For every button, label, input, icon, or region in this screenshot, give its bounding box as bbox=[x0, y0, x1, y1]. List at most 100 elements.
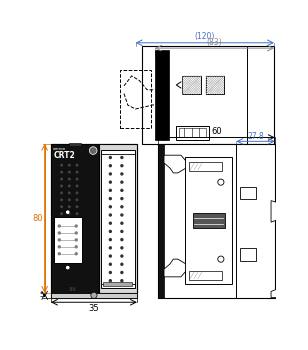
Bar bbox=[158, 144, 275, 298]
Circle shape bbox=[109, 239, 111, 241]
Polygon shape bbox=[271, 288, 279, 298]
Circle shape bbox=[121, 280, 123, 282]
Circle shape bbox=[76, 213, 78, 215]
Circle shape bbox=[65, 210, 70, 215]
Bar bbox=[120, 70, 151, 128]
Circle shape bbox=[69, 199, 70, 201]
Circle shape bbox=[109, 247, 111, 249]
Bar bbox=[240, 187, 256, 199]
Circle shape bbox=[76, 172, 78, 173]
Text: IN: IN bbox=[68, 287, 76, 293]
Circle shape bbox=[109, 214, 111, 216]
Circle shape bbox=[61, 172, 63, 173]
Circle shape bbox=[121, 189, 123, 191]
Circle shape bbox=[61, 185, 63, 187]
Bar bbox=[188, 271, 222, 280]
Text: (120): (120) bbox=[195, 32, 215, 41]
Text: 27.8: 27.8 bbox=[247, 132, 264, 141]
Bar bbox=[240, 248, 256, 261]
Circle shape bbox=[109, 280, 111, 282]
Bar bbox=[54, 217, 82, 263]
Circle shape bbox=[76, 220, 78, 222]
Text: omron: omron bbox=[53, 147, 67, 151]
Circle shape bbox=[109, 181, 111, 183]
Circle shape bbox=[61, 206, 63, 208]
Bar bbox=[155, 50, 169, 140]
Circle shape bbox=[121, 181, 123, 183]
Circle shape bbox=[69, 164, 70, 166]
Circle shape bbox=[89, 147, 97, 154]
Circle shape bbox=[218, 256, 224, 262]
Circle shape bbox=[121, 263, 123, 265]
Circle shape bbox=[61, 213, 63, 215]
Circle shape bbox=[58, 225, 60, 227]
Circle shape bbox=[121, 173, 123, 175]
Circle shape bbox=[69, 206, 70, 208]
Circle shape bbox=[121, 247, 123, 249]
Circle shape bbox=[65, 265, 70, 270]
Circle shape bbox=[121, 197, 123, 199]
Circle shape bbox=[75, 225, 77, 227]
Circle shape bbox=[76, 185, 78, 187]
Bar bbox=[99, 144, 137, 293]
Circle shape bbox=[109, 272, 111, 273]
Bar bbox=[188, 162, 222, 172]
Bar bbox=[69, 143, 81, 146]
Circle shape bbox=[75, 253, 77, 255]
Bar bbox=[158, 144, 164, 298]
Bar bbox=[182, 76, 201, 94]
Circle shape bbox=[61, 199, 63, 201]
Bar bbox=[176, 126, 209, 140]
Circle shape bbox=[76, 178, 78, 180]
Circle shape bbox=[69, 178, 70, 180]
Circle shape bbox=[58, 246, 60, 248]
Bar bbox=[142, 46, 274, 144]
Circle shape bbox=[109, 255, 111, 257]
Circle shape bbox=[61, 164, 63, 166]
Polygon shape bbox=[164, 259, 186, 277]
Circle shape bbox=[69, 185, 70, 187]
Circle shape bbox=[75, 232, 77, 234]
Text: CRT2: CRT2 bbox=[53, 151, 75, 160]
Circle shape bbox=[61, 220, 63, 222]
Circle shape bbox=[121, 272, 123, 273]
Polygon shape bbox=[271, 201, 281, 222]
Circle shape bbox=[58, 253, 60, 255]
Circle shape bbox=[109, 165, 111, 167]
Circle shape bbox=[76, 199, 78, 201]
Circle shape bbox=[121, 230, 123, 232]
Polygon shape bbox=[164, 155, 186, 173]
Circle shape bbox=[58, 239, 60, 241]
Circle shape bbox=[76, 164, 78, 166]
Circle shape bbox=[109, 189, 111, 191]
Circle shape bbox=[69, 192, 70, 194]
Text: 35: 35 bbox=[89, 304, 99, 313]
Circle shape bbox=[109, 230, 111, 232]
Text: (83): (83) bbox=[207, 38, 222, 47]
Circle shape bbox=[121, 206, 123, 208]
Circle shape bbox=[75, 239, 77, 241]
Bar bbox=[51, 144, 99, 293]
Circle shape bbox=[109, 263, 111, 265]
Circle shape bbox=[61, 178, 63, 180]
Circle shape bbox=[75, 246, 77, 248]
Bar bbox=[51, 293, 137, 298]
Circle shape bbox=[109, 197, 111, 199]
Circle shape bbox=[109, 206, 111, 208]
Bar bbox=[179, 128, 206, 138]
Circle shape bbox=[61, 192, 63, 194]
Circle shape bbox=[69, 213, 70, 215]
Circle shape bbox=[121, 156, 123, 159]
Circle shape bbox=[109, 222, 111, 224]
Text: 60: 60 bbox=[211, 127, 222, 136]
Circle shape bbox=[76, 206, 78, 208]
Bar bbox=[103, 282, 132, 286]
Circle shape bbox=[121, 222, 123, 224]
Text: 5: 5 bbox=[39, 292, 44, 298]
Circle shape bbox=[218, 179, 224, 185]
Circle shape bbox=[76, 192, 78, 194]
Circle shape bbox=[69, 172, 70, 173]
Bar bbox=[101, 150, 135, 288]
Circle shape bbox=[121, 165, 123, 167]
Circle shape bbox=[121, 239, 123, 241]
